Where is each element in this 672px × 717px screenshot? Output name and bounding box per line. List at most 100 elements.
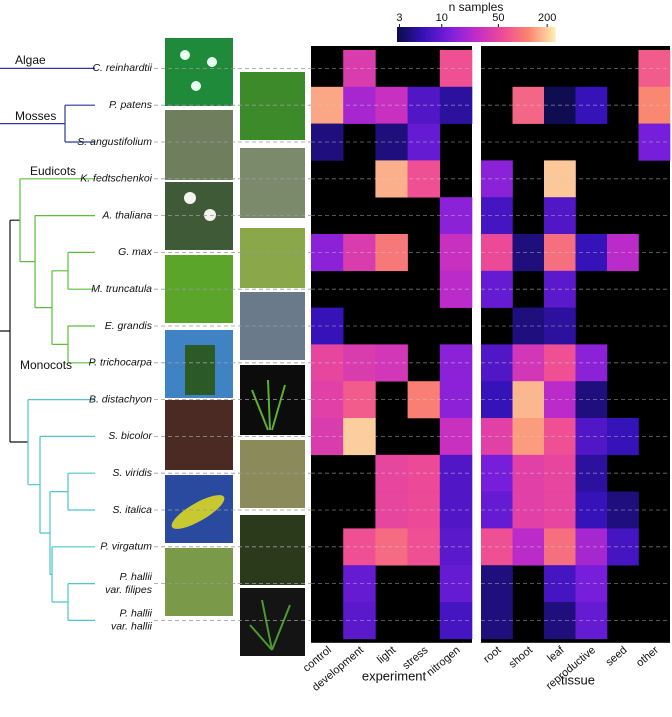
photo-detail xyxy=(204,209,216,221)
photo xyxy=(165,548,233,616)
colorbar-step xyxy=(446,27,449,42)
colorbar-step xyxy=(452,27,455,42)
colorbar-step xyxy=(485,27,489,42)
species-label: P. hallii xyxy=(120,571,153,583)
colorbar-step xyxy=(533,27,536,42)
photo xyxy=(165,38,233,106)
branch xyxy=(0,104,95,143)
photo xyxy=(240,588,305,656)
species-label: B. distachyon xyxy=(89,393,152,405)
colorbar-tick-label: 50 xyxy=(492,12,504,24)
colorbar-step xyxy=(432,27,436,42)
colorbar-step xyxy=(424,27,428,42)
species-label: G. max xyxy=(118,246,153,258)
colorbar-step xyxy=(460,27,463,42)
colorbar-step xyxy=(503,27,507,42)
colorbar-step xyxy=(507,27,511,42)
photo-detail xyxy=(184,192,196,204)
tree xyxy=(0,67,95,621)
colorbar-step xyxy=(537,27,540,42)
colorbar-step xyxy=(513,27,516,42)
axis-title: experiment xyxy=(362,668,427,683)
colorbar-step xyxy=(519,27,522,42)
x-tick-label: seed xyxy=(604,644,630,669)
species-label: M. truncatula xyxy=(91,283,152,295)
colorbar-step xyxy=(406,27,410,42)
colorbar-step xyxy=(479,27,483,42)
colorbar-step xyxy=(547,27,550,42)
colorbar-step xyxy=(477,27,481,42)
colorbar-step xyxy=(440,27,443,42)
species-label: S. bicolor xyxy=(108,430,152,442)
colorbar-step xyxy=(545,27,548,42)
colorbar-step xyxy=(408,27,412,42)
colorbar-step xyxy=(493,27,497,42)
colorbar-title: n samples xyxy=(449,0,504,14)
colorbar-step xyxy=(397,27,400,42)
colorbar-step xyxy=(416,27,420,42)
species-label: S. viridis xyxy=(112,467,152,479)
colorbar-step xyxy=(434,27,437,42)
clade-label: Mosses xyxy=(15,109,56,123)
colorbar-step xyxy=(525,27,528,42)
x-tick-label: light xyxy=(375,644,398,666)
species-label: S. italica xyxy=(112,504,152,516)
x-tick-label: other xyxy=(634,644,661,670)
colorbar-step xyxy=(468,27,471,42)
species-label: E. grandis xyxy=(105,320,153,332)
colorbar-step xyxy=(470,27,473,42)
colorbar-step xyxy=(515,27,518,42)
species-label: var. filipes xyxy=(105,584,153,596)
colorbar-step xyxy=(420,27,424,42)
colorbar-step xyxy=(466,27,469,42)
colorbar-step xyxy=(549,27,552,42)
colorbar-step xyxy=(501,27,505,42)
colorbar-step xyxy=(410,27,414,42)
colorbar-step xyxy=(551,27,554,42)
colorbar-step xyxy=(456,27,459,42)
colorbar-step xyxy=(458,27,461,42)
branch xyxy=(0,219,28,443)
photo xyxy=(240,72,305,140)
colorbar-step xyxy=(509,27,513,42)
photo xyxy=(240,148,305,218)
photo-detail xyxy=(249,599,291,651)
colorbar-step xyxy=(499,27,503,42)
colorbar-step xyxy=(476,27,479,42)
photo-detail xyxy=(191,81,201,91)
photo xyxy=(165,400,233,470)
colorbar-step xyxy=(474,27,477,42)
clade-label: Eudicots xyxy=(30,164,76,178)
photo xyxy=(240,228,305,288)
colorbar-step xyxy=(454,27,457,42)
colorbar-step xyxy=(489,27,493,42)
colorbar-step xyxy=(412,27,416,42)
colorbar-step xyxy=(414,27,418,42)
colorbar-step xyxy=(430,27,434,42)
photo xyxy=(240,440,305,508)
colorbar-step xyxy=(450,27,453,42)
colorbar-step xyxy=(531,27,534,42)
branch xyxy=(27,399,95,621)
branch xyxy=(19,178,95,364)
colorbar-step xyxy=(483,27,487,42)
colorbar-step xyxy=(541,27,544,42)
x-tick-label: root xyxy=(481,644,503,665)
colorbar-step xyxy=(400,27,404,42)
species-label: K. fedtschenkoi xyxy=(80,173,152,185)
colorbar-step xyxy=(539,27,542,42)
colorbar-step xyxy=(426,27,430,42)
colorbar-step xyxy=(472,27,475,42)
colorbar-step xyxy=(444,27,447,42)
colorbar-step xyxy=(543,27,546,42)
colorbar-step xyxy=(481,27,485,42)
colorbar-step xyxy=(505,27,509,42)
colorbar-step xyxy=(436,27,439,42)
colorbar-step xyxy=(495,27,499,42)
colorbar-step xyxy=(523,27,526,42)
photo-detail xyxy=(180,50,190,60)
colorbar-step xyxy=(448,27,451,42)
photo-detail xyxy=(171,495,225,529)
photo-detail xyxy=(207,57,217,67)
